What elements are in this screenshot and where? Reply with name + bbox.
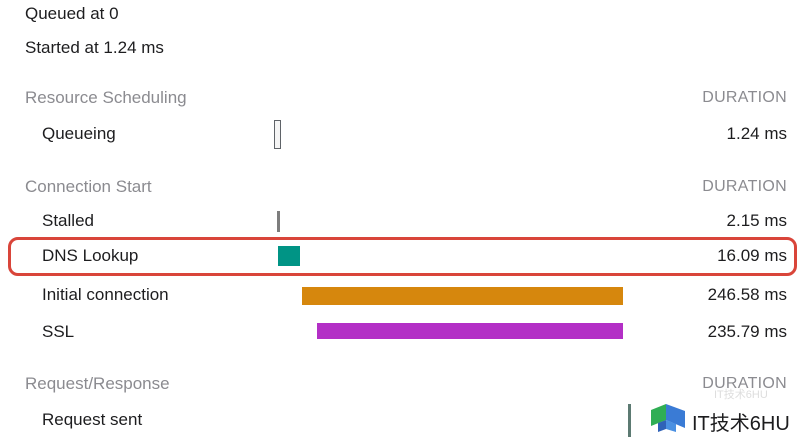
initial-connection-timing-bar bbox=[302, 287, 623, 305]
dns-lookup-timing-bar bbox=[278, 246, 300, 266]
queueing-timing-bar bbox=[274, 120, 281, 149]
faint-watermark-text: IT技术6HU bbox=[714, 389, 768, 401]
duration-column-header: DURATION bbox=[702, 89, 787, 106]
request-sent-timing-bar bbox=[628, 404, 631, 437]
row-value-ssl: 235.79 ms bbox=[707, 322, 787, 341]
row-value-initial-connection: 246.58 ms bbox=[707, 285, 787, 304]
queued-at-note: Queued at 0 bbox=[25, 4, 119, 23]
duration-column-header: DURATION bbox=[702, 178, 787, 195]
section-title-connection-start: Connection Start bbox=[25, 177, 152, 196]
row-value-dns-lookup: 16.09 ms bbox=[717, 246, 787, 265]
row-label-dns-lookup: DNS Lookup bbox=[42, 246, 139, 265]
stalled-timing-bar bbox=[277, 211, 280, 232]
watermark-site-text: IT技术6HU bbox=[692, 413, 790, 435]
row-label-stalled: Stalled bbox=[42, 211, 94, 230]
row-label-queueing: Queueing bbox=[42, 124, 116, 143]
duration-column-header: DURATION bbox=[702, 375, 787, 392]
section-title-resource-scheduling: Resource Scheduling bbox=[25, 88, 187, 107]
watermark-flag-icon bbox=[651, 404, 685, 432]
section-title-request-response: Request/Response bbox=[25, 374, 170, 393]
row-value-queueing: 1.24 ms bbox=[726, 124, 787, 143]
ssl-timing-bar bbox=[317, 323, 623, 339]
row-label-initial-connection: Initial connection bbox=[42, 285, 169, 304]
row-label-ssl: SSL bbox=[42, 322, 75, 341]
row-label-request-sent: Request sent bbox=[42, 410, 143, 429]
started-at-note: Started at 1.24 ms bbox=[25, 38, 164, 57]
row-value-stalled: 2.15 ms bbox=[726, 211, 787, 230]
